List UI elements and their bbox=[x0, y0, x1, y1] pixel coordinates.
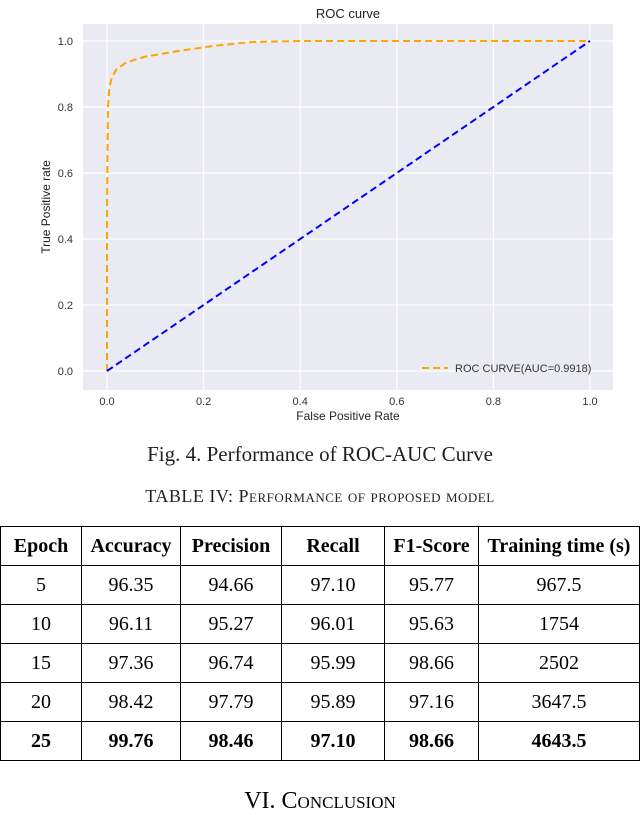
table-caption: TABLE IV: Performance of proposed model bbox=[0, 486, 640, 507]
table-caption-prefix: TABLE IV: bbox=[145, 486, 239, 506]
table-cell: 15 bbox=[0, 643, 82, 683]
table-cell: 99.76 bbox=[81, 721, 181, 761]
table-cell: 10 bbox=[0, 604, 82, 644]
chart-title: ROC curve bbox=[316, 6, 380, 21]
table-cell: 97.10 bbox=[281, 565, 385, 605]
table-cell: 96.74 bbox=[180, 643, 282, 683]
y-tick-label: 0.0 bbox=[58, 366, 73, 378]
table-cell: 95.89 bbox=[281, 682, 385, 722]
table-cell: 95.63 bbox=[384, 604, 479, 644]
roc-chart: ROC curve 0.0 0.2 0.4 0.6 0.8 1.0 0.0 0.2 0.4 0.6… bbox=[39, 6, 613, 423]
header-cell: Training time (s) bbox=[478, 526, 640, 566]
table-cell: 94.66 bbox=[180, 565, 282, 605]
y-tick-label: 0.4 bbox=[58, 234, 73, 246]
x-tick-label: 1.0 bbox=[582, 396, 597, 408]
table-cell: 96.11 bbox=[81, 604, 181, 644]
header-cell: F1-Score bbox=[384, 526, 479, 566]
table-row: 15 97.36 96.74 95.99 98.66 2502 bbox=[0, 643, 640, 683]
table-cell: 2502 bbox=[478, 643, 640, 683]
y-tick-label: 0.2 bbox=[58, 300, 73, 312]
table-cell: 1754 bbox=[478, 604, 640, 644]
y-tick-label: 0.8 bbox=[58, 102, 73, 114]
table-cell: 3647.5 bbox=[478, 682, 640, 722]
diagonal-reference-line bbox=[106, 40, 591, 372]
table-row: 20 98.42 97.79 95.89 97.16 3647.5 bbox=[0, 682, 640, 722]
table-cell: 4643.5 bbox=[478, 721, 640, 761]
x-tick-label: 0.0 bbox=[99, 396, 114, 408]
x-tick-label: 0.8 bbox=[486, 396, 501, 408]
table-cell: 98.46 bbox=[180, 721, 282, 761]
y-tick-label: 1.0 bbox=[58, 36, 73, 48]
performance-table: Epoch Accuracy Precision Recall F1-Score… bbox=[0, 526, 640, 761]
table-cell: 98.66 bbox=[384, 643, 479, 683]
header-cell: Accuracy bbox=[81, 526, 181, 566]
table-cell: 97.79 bbox=[180, 682, 282, 722]
roc-curve-line bbox=[106, 40, 590, 371]
table-row: 10 96.11 95.27 96.01 95.63 1754 bbox=[0, 604, 640, 644]
legend-label: ROC CURVE(AUC=0.9918) bbox=[455, 363, 591, 375]
table-cell: 20 bbox=[0, 682, 82, 722]
y-tick-label: 0.6 bbox=[58, 168, 73, 180]
figure-caption: Fig. 4. Performance of ROC-AUC Curve bbox=[147, 442, 493, 466]
table-header-row: Epoch Accuracy Precision Recall F1-Score… bbox=[0, 526, 640, 566]
table-cell: 98.42 bbox=[81, 682, 181, 722]
table-cell: 5 bbox=[0, 565, 82, 605]
table-cell: 97.16 bbox=[384, 682, 479, 722]
table-cell: 96.01 bbox=[281, 604, 385, 644]
table-cell: 97.10 bbox=[281, 721, 385, 761]
table-caption-title: Performance of proposed model bbox=[238, 486, 495, 506]
x-tick-label: 0.2 bbox=[196, 396, 211, 408]
table-cell: 95.99 bbox=[281, 643, 385, 683]
table-row: 25 99.76 98.46 97.10 98.66 4643.5 bbox=[0, 721, 640, 761]
table-cell: 96.35 bbox=[81, 565, 181, 605]
header-cell: Recall bbox=[281, 526, 385, 566]
table-cell: 95.27 bbox=[180, 604, 282, 644]
x-tick-label: 0.4 bbox=[293, 396, 308, 408]
header-cell: Epoch bbox=[0, 526, 82, 566]
table-cell: 967.5 bbox=[478, 565, 640, 605]
table-cell: 95.77 bbox=[384, 565, 479, 605]
table-cell: 97.36 bbox=[81, 643, 181, 683]
header-cell: Precision bbox=[180, 526, 282, 566]
x-axis-label: False Positive Rate bbox=[296, 409, 400, 423]
table-cell: 98.66 bbox=[384, 721, 479, 761]
y-axis-label: True Positive rate bbox=[39, 160, 53, 254]
table-row: 5 96.35 94.66 97.10 95.77 967.5 bbox=[0, 565, 640, 605]
table-cell: 25 bbox=[0, 721, 82, 761]
x-tick-label: 0.6 bbox=[389, 396, 404, 408]
